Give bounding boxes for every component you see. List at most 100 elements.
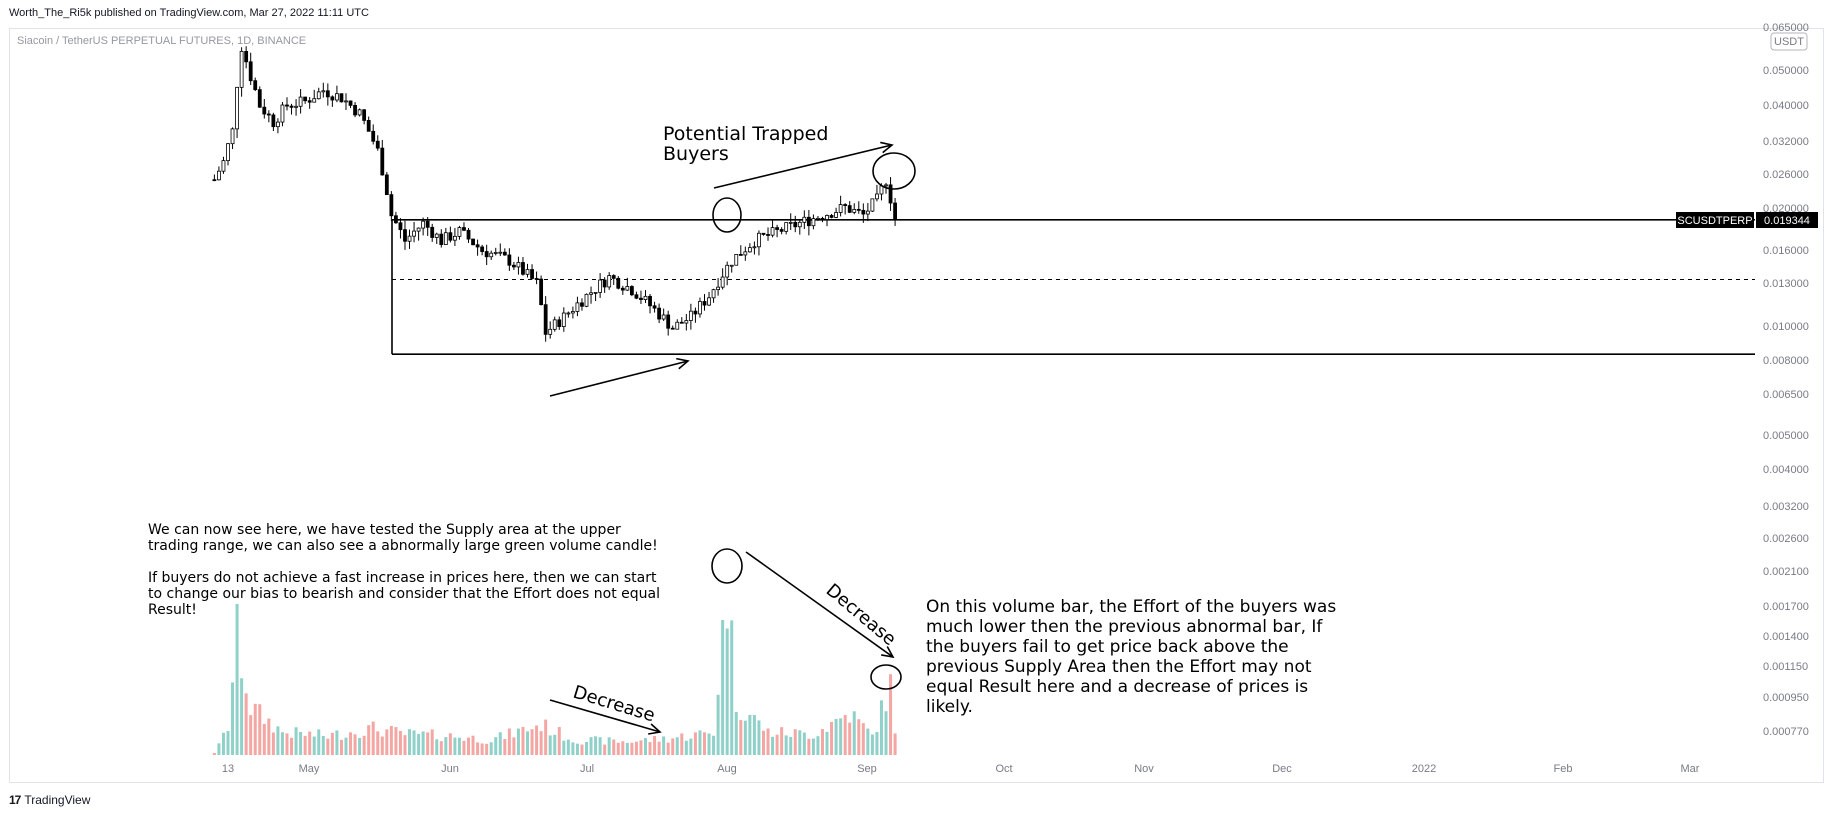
x-tick-label: Mar xyxy=(1681,763,1700,775)
candle-body xyxy=(816,217,820,220)
publisher-line: Worth_The_Ri5k published on TradingView.… xyxy=(9,7,369,19)
candle-body xyxy=(548,328,553,335)
volume-bar xyxy=(412,730,416,755)
volume-bar xyxy=(262,723,266,755)
candle-body xyxy=(303,96,308,102)
volume-bar xyxy=(589,737,593,755)
candle-body xyxy=(289,105,294,108)
volume-bar xyxy=(285,733,289,755)
volume-bar xyxy=(698,730,702,755)
candle-body xyxy=(584,293,589,307)
volume-bar xyxy=(662,736,666,755)
candle-body xyxy=(802,216,807,223)
candle-body xyxy=(761,232,766,235)
decrease-label-1: Decrease xyxy=(571,682,658,727)
volume-bar xyxy=(761,730,765,755)
candle-body xyxy=(266,113,271,116)
volume-bar xyxy=(875,731,879,755)
candle-body xyxy=(276,121,280,128)
candle-body xyxy=(221,160,226,172)
candle-body xyxy=(280,104,285,123)
volume-bar xyxy=(317,729,321,755)
volume-bar xyxy=(766,728,770,755)
volume-bar xyxy=(675,737,679,755)
volume-bar xyxy=(280,732,284,755)
volume-bar xyxy=(680,733,684,755)
volume-bar xyxy=(480,743,484,755)
volume-bar xyxy=(594,736,598,755)
volume-bar xyxy=(435,739,439,755)
candle-body xyxy=(552,319,557,330)
time-axis[interactable]: 13 May Jun Jul Aug Sep Oct Nov Dec 2022 Feb Mar xyxy=(222,763,1700,775)
candle-body xyxy=(779,229,784,232)
volume-bar xyxy=(825,731,829,755)
candle-body xyxy=(521,262,525,275)
volume-bar xyxy=(290,737,294,755)
x-tick-label: 13 xyxy=(222,763,234,775)
volume-bar xyxy=(430,729,434,755)
volume-bar xyxy=(485,743,489,755)
volume-bar xyxy=(889,674,893,755)
candle-body xyxy=(298,96,303,107)
candle-body xyxy=(217,170,221,181)
candle-body xyxy=(480,246,485,252)
candle-body xyxy=(543,304,548,335)
volume-bar xyxy=(857,719,861,755)
circle-volume-spike xyxy=(711,548,743,584)
volume-bar xyxy=(394,727,398,755)
candle-body xyxy=(430,226,435,238)
y-tick-label: 0.040000 xyxy=(1763,100,1809,112)
candle-body xyxy=(757,232,761,248)
volume-bar xyxy=(598,737,602,755)
candle-body xyxy=(561,312,566,327)
candle-body xyxy=(720,276,725,288)
volume-bar xyxy=(820,729,824,755)
volume-bar xyxy=(757,720,761,755)
x-tick-label: Jun xyxy=(441,763,459,775)
volume-bar xyxy=(870,734,874,755)
candle-body xyxy=(575,302,580,312)
y-tick-label: 0.032000 xyxy=(1763,136,1809,148)
candle-body xyxy=(797,221,802,228)
candle-body xyxy=(330,96,335,101)
volume-bar xyxy=(879,700,883,755)
tradingview-logo[interactable]: 17 TradingView xyxy=(9,793,90,807)
volume-bar xyxy=(521,727,525,755)
candle-body xyxy=(598,279,603,293)
volume-bar xyxy=(830,721,834,755)
candle-body xyxy=(493,252,498,254)
price-axis[interactable]: 0.065000 0.050000 0.040000 0.032000 0.026000… xyxy=(1763,22,1809,738)
volume-bar xyxy=(235,603,239,755)
x-tick-label: Dec xyxy=(1272,763,1292,775)
volume-bar xyxy=(798,730,802,755)
y-tick-label: 0.004000 xyxy=(1763,464,1809,476)
candle-body xyxy=(412,230,416,237)
volume-bar xyxy=(612,739,616,755)
candle-body xyxy=(316,91,321,100)
arrow-volume-decrease-2 xyxy=(745,551,894,658)
volume-bar xyxy=(226,731,230,755)
candle-body xyxy=(666,314,671,329)
volume-bar xyxy=(503,739,507,755)
candle-body xyxy=(398,222,403,231)
candle-body xyxy=(888,184,893,204)
candle-body xyxy=(453,235,457,241)
candle-body xyxy=(834,212,838,218)
volume-bar xyxy=(730,620,734,755)
volume-bar xyxy=(489,742,493,755)
volume-bar xyxy=(426,732,430,755)
volume-bar xyxy=(376,731,380,755)
candle-body xyxy=(462,227,466,231)
candle-body xyxy=(648,295,652,307)
y-tick-label: 0.002100 xyxy=(1763,566,1809,578)
volume-bar xyxy=(721,620,725,755)
candle-body xyxy=(652,305,657,309)
volume-bar xyxy=(240,678,244,755)
candle-body xyxy=(226,143,230,162)
chart-frame[interactable] xyxy=(9,28,1824,783)
candle-body xyxy=(879,185,884,195)
volume-bar xyxy=(471,735,475,755)
candle-body xyxy=(403,229,407,242)
